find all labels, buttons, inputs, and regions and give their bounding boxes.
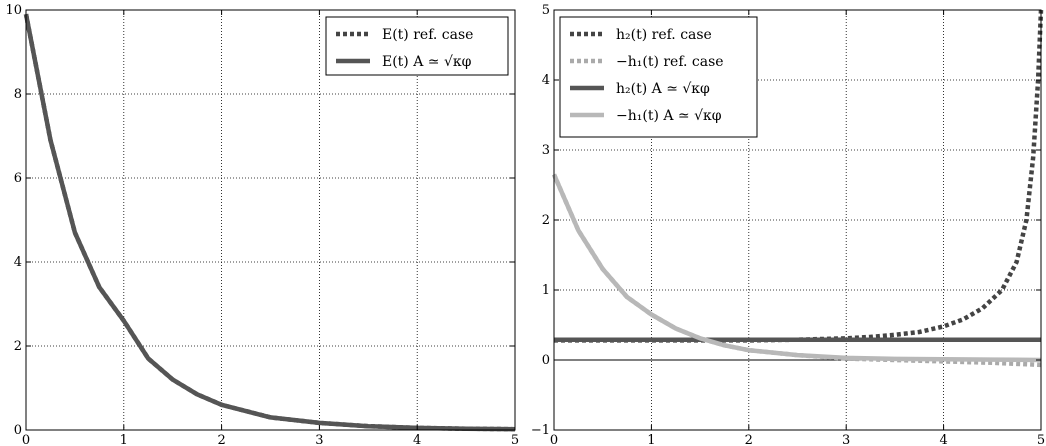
series-line-1 [23, 13, 516, 432]
y-tick-label: 1 [542, 283, 550, 298]
x-tick-label: 2 [745, 433, 753, 446]
x-tick-label: 1 [647, 433, 655, 446]
y-tick-label: 4 [14, 255, 22, 270]
x-tick-label: 3 [842, 433, 850, 446]
x-tick-label: 5 [1037, 433, 1045, 446]
x-tick-label: 5 [511, 433, 519, 446]
y-tick-label: 10 [5, 3, 22, 18]
x-tick-label: 1 [120, 433, 128, 446]
legend-label-1: −h₁(t) ref. case [616, 54, 724, 70]
x-tick-label: 2 [217, 433, 225, 446]
x-tick-label: 4 [413, 433, 421, 446]
legend-label-0: E(t) ref. case [382, 27, 473, 43]
x-tick-label: 4 [939, 433, 947, 446]
legend-label-1: E(t) A ≃ √κφ [382, 54, 472, 70]
x-tick-label: 3 [315, 433, 323, 446]
x-tick-label: 0 [22, 433, 30, 446]
series-line-3 [551, 173, 1042, 363]
legend-box [325, 16, 509, 76]
series-line-0 [554, 9, 1044, 343]
y-tick-label: 3 [542, 143, 550, 158]
series-line-1 [551, 173, 1042, 368]
y-tick-label: 2 [14, 339, 22, 354]
y-tick-label: 5 [542, 3, 550, 18]
x-tick-label: 0 [550, 433, 558, 446]
legend-label-2: h₂(t) A ≃ √κφ [616, 81, 710, 97]
y-tick-label: 0 [14, 423, 22, 438]
y-tick-label: 2 [542, 213, 550, 228]
series-line-0 [23, 13, 516, 432]
y-tick-label: −1 [531, 423, 550, 438]
legend-label-3: −h₁(t) A ≃ √κφ [616, 108, 722, 124]
y-tick-label: 4 [542, 73, 550, 88]
plot-frame [25, 9, 516, 431]
y-tick-label: 6 [14, 171, 22, 186]
legend-label-0: h₂(t) ref. case [616, 27, 712, 43]
chart-left: 0 1 2 3 4 5 0 2 4 6 8 10 E(t) ref. case E(t) A ≃ √κφ [5, 3, 519, 446]
y-tick-label: 0 [542, 353, 550, 368]
y-tick-label: 8 [14, 87, 22, 102]
